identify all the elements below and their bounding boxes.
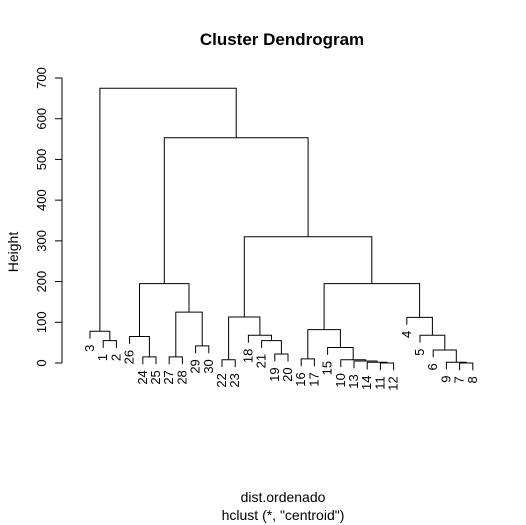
leaf-label-22: 22: [214, 373, 229, 387]
y-tick-label: 400: [34, 189, 49, 211]
leaf-label-21: 21: [254, 354, 269, 368]
leaf-label-23: 23: [227, 373, 242, 387]
chart-title: Cluster Dendrogram: [200, 30, 364, 49]
merge-T: [307, 329, 341, 359]
leaf-label-16: 16: [293, 372, 308, 386]
leaf-label-14: 14: [359, 376, 374, 390]
leaf-label-9: 9: [438, 376, 453, 383]
leaf-labels: 3122624252728293022231821192016171510131…: [82, 331, 480, 391]
merge-H: [139, 283, 190, 337]
x-axis-label: dist.ordenado: [241, 489, 326, 505]
leaf-label-4: 4: [399, 331, 414, 338]
y-tick-label: 100: [34, 311, 49, 333]
merge-X: [419, 334, 446, 350]
leaf-label-18: 18: [240, 349, 255, 363]
merge-Z: [323, 283, 421, 330]
y-tick-label: 500: [34, 149, 49, 171]
merge-W: [432, 349, 457, 363]
merge-AB: [163, 137, 309, 284]
leaf-label-15: 15: [320, 361, 335, 375]
y-axis-label: Height: [5, 232, 21, 273]
leaf-label-24: 24: [135, 370, 150, 384]
leaf-label-20: 20: [280, 367, 295, 381]
leaf-label-11: 11: [372, 376, 387, 390]
leaf-label-29: 29: [188, 359, 203, 373]
merge-I: [221, 359, 236, 368]
leaf-label-12: 12: [386, 376, 401, 390]
leaf-label-1: 1: [95, 354, 110, 361]
dendrogram-tree: [89, 87, 474, 371]
merge-K: [261, 340, 282, 354]
merge-O: [379, 362, 395, 371]
merge-N: [300, 358, 315, 367]
y-axis: 0 100 200 300 400 500 600 700: [34, 67, 63, 367]
leaf-label-19: 19: [267, 367, 282, 381]
leaf-label-28: 28: [174, 370, 189, 384]
merge-U: [459, 362, 474, 371]
leaf-label-25: 25: [148, 370, 163, 384]
leaf-label-27: 27: [161, 370, 176, 384]
leaf-label-6: 6: [425, 363, 440, 370]
merge-B: [89, 330, 111, 341]
merge-C: [142, 356, 157, 365]
merge-A: [102, 340, 117, 348]
leaf-label-3: 3: [82, 345, 97, 352]
y-tick-label: 0: [34, 359, 49, 366]
y-tick-label: 300: [34, 230, 49, 252]
merge-S: [327, 347, 354, 360]
merge-J: [274, 353, 289, 362]
merge-E: [168, 356, 183, 365]
merge-L: [247, 334, 272, 343]
leaf-label-2: 2: [108, 354, 123, 361]
leaf-label-26: 26: [122, 350, 137, 364]
leaf-label-8: 8: [465, 376, 480, 383]
y-tick-label: 200: [34, 271, 49, 293]
merge-AA: [243, 236, 373, 317]
leaf-label-10: 10: [333, 373, 348, 387]
merge-G: [175, 311, 203, 357]
y-tick-label: 600: [34, 108, 49, 130]
y-tick-label: 700: [34, 67, 49, 89]
leaf-label-7: 7: [452, 376, 467, 383]
merge-AC: [99, 87, 237, 332]
merge-F: [195, 345, 210, 354]
leaf-label-17: 17: [306, 372, 321, 386]
leaf-label-13: 13: [346, 374, 361, 388]
leaf-label-5: 5: [412, 349, 427, 356]
method-sublabel: hclust (*, "centroid"): [222, 507, 345, 523]
leaf-label-30: 30: [201, 359, 216, 373]
